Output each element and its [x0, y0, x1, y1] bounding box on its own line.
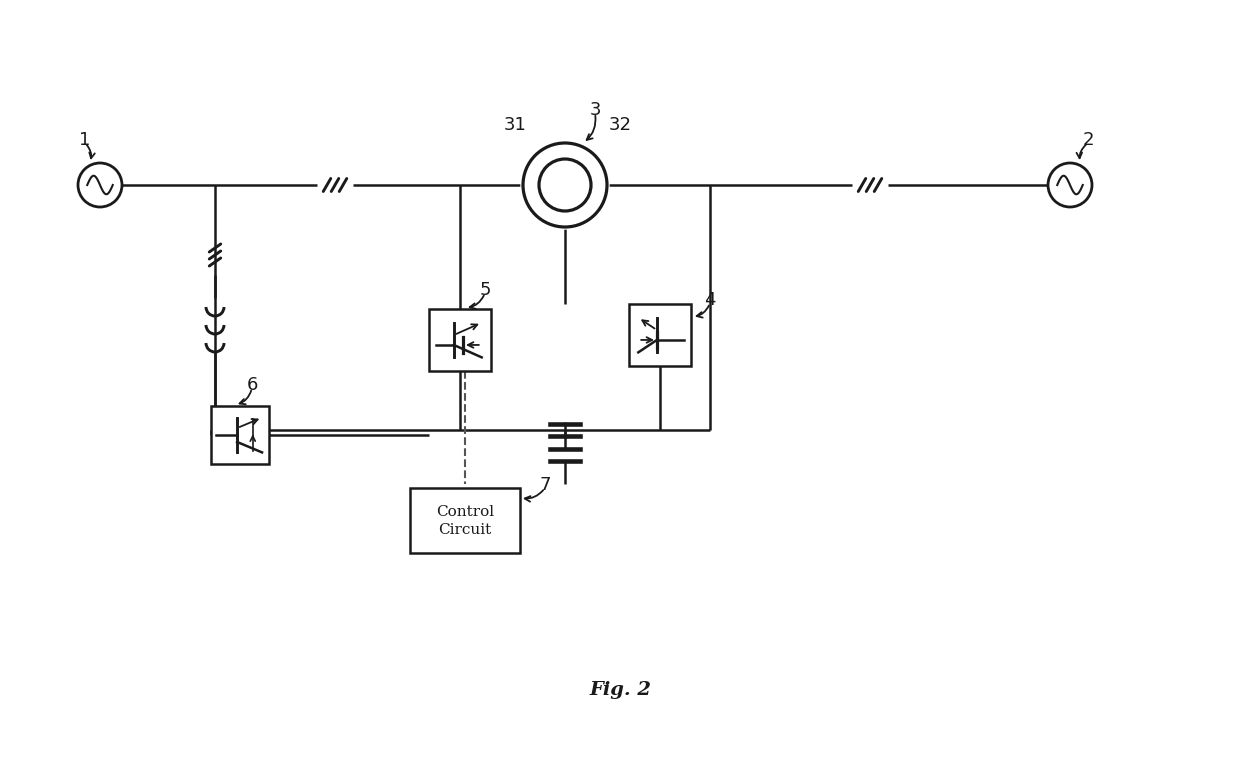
Text: 1: 1: [79, 131, 91, 149]
Text: Control: Control: [436, 505, 494, 519]
Text: 2: 2: [1083, 131, 1094, 149]
Text: 7: 7: [539, 476, 551, 494]
Text: Fig. 2: Fig. 2: [589, 681, 651, 699]
Text: 4: 4: [704, 291, 715, 309]
Circle shape: [1048, 163, 1092, 207]
Text: 6: 6: [247, 376, 258, 394]
Text: Circuit: Circuit: [439, 523, 491, 537]
Bar: [211, 406, 269, 464]
Circle shape: [78, 163, 122, 207]
Bar: [629, 304, 691, 366]
Bar: [429, 309, 491, 371]
Text: 3: 3: [589, 101, 600, 119]
Circle shape: [521, 141, 609, 229]
Text: 32: 32: [609, 116, 631, 134]
Bar: [410, 488, 520, 553]
Text: 5: 5: [479, 281, 491, 299]
Text: 31: 31: [503, 116, 527, 134]
Circle shape: [539, 159, 591, 211]
